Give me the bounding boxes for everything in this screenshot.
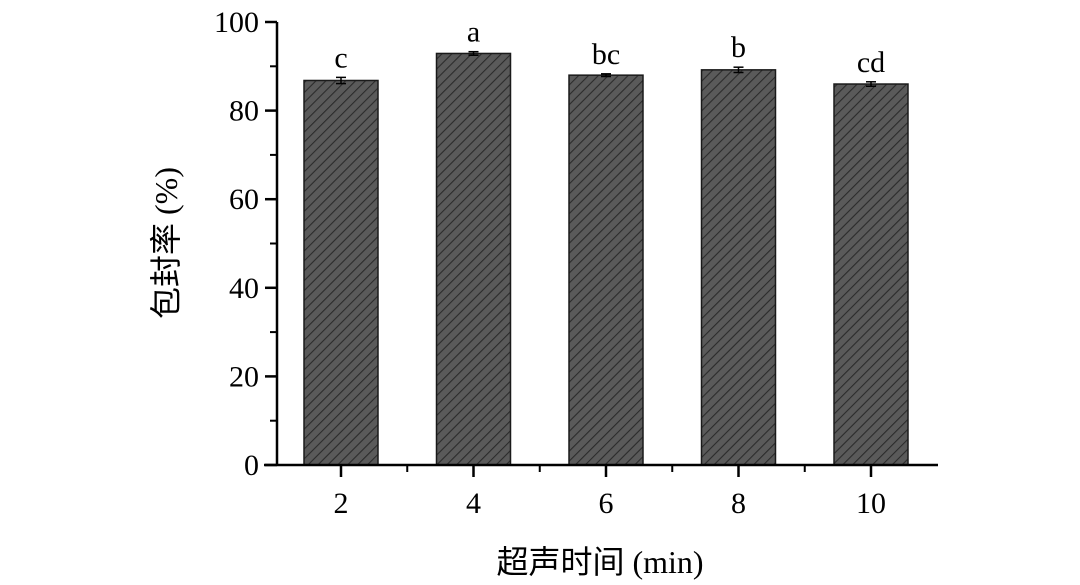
- bars: [303, 52, 909, 466]
- watermark-text: 大数跨境: [52, 552, 132, 576]
- significance-label: cd: [857, 46, 885, 79]
- y-tick-label: 0: [244, 449, 259, 482]
- bar: [568, 74, 644, 466]
- y-tick-label: 100: [214, 6, 259, 39]
- significance-label: bc: [592, 38, 620, 71]
- error-bars: [336, 50, 876, 87]
- bar: [303, 79, 379, 466]
- x-tick-label: 10: [856, 487, 886, 520]
- x-tick-label: 4: [466, 487, 481, 520]
- y-tick-label: 80: [229, 95, 259, 128]
- x-axis-title: 超声时间 (min): [496, 544, 703, 580]
- x-tick-label: 2: [334, 487, 349, 520]
- bar: [700, 69, 777, 466]
- y-axis-title: 包封率 (%): [148, 167, 184, 319]
- y-ticks: 0 20 40 60 80 100: [214, 6, 277, 482]
- significance-label: b: [731, 31, 746, 64]
- bar: [435, 52, 512, 466]
- x-tick-label: 6: [599, 487, 614, 520]
- bar: [833, 83, 909, 466]
- significance-label: c: [334, 41, 347, 74]
- chat-bubble-logo-icon: [12, 552, 45, 573]
- y-tick-label: 60: [229, 183, 259, 216]
- watermark: 大数跨境: [12, 552, 132, 576]
- significance-label: a: [467, 16, 480, 49]
- significance-labels: c a bc b cd: [334, 16, 885, 79]
- y-tick-label: 20: [229, 360, 259, 393]
- y-tick-label: 40: [229, 272, 259, 305]
- x-ticks: 2 4 6 8 10: [334, 465, 886, 520]
- x-tick-label: 8: [731, 487, 746, 520]
